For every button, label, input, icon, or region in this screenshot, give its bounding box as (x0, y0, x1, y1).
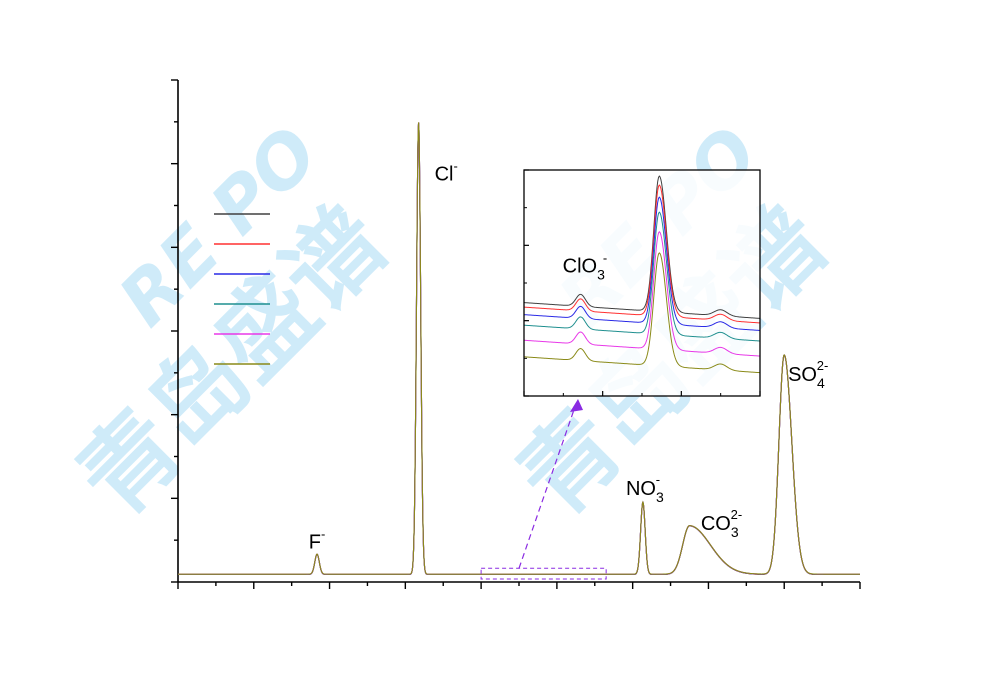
peak-label-formula: SO (788, 364, 817, 386)
peak-label-formula: Cl (435, 163, 454, 185)
peak-label-so: SO4 2- (788, 358, 828, 391)
inset-series-line-1 (523, 175, 761, 319)
peak-label-charge: 2- (817, 358, 829, 373)
zoom-arrow-head (570, 399, 583, 412)
inset-peak-label-formula: ClO (563, 255, 597, 277)
inset-peak-label-subscript: 3 (597, 266, 605, 282)
legend (214, 213, 270, 365)
peak-label-no: NO3 - (626, 472, 664, 505)
inset-peak-label-charge: - (603, 250, 607, 265)
peak-label-formula: NO (626, 478, 656, 500)
peak-label-charge: - (453, 158, 457, 173)
peak-label-charge: - (656, 472, 660, 487)
inset-chart: ClO3- (523, 169, 761, 397)
inset-peak-label-clo3: ClO3- (563, 250, 608, 282)
inset-series-line-6 (523, 252, 761, 374)
peak-label-charge: - (321, 527, 325, 542)
main-plot-area (178, 122, 860, 576)
inset-background (524, 170, 760, 396)
peak-label-subscript: 3 (731, 524, 739, 540)
main-axes (171, 79, 861, 589)
zoom-arrow-line (518, 403, 577, 569)
series-line-6 (178, 122, 860, 575)
peak-labels: F-Cl-NO3-CO32-SO42- (309, 158, 829, 553)
peak-label-charge: 2- (731, 507, 743, 522)
peak-label-formula: CO (701, 513, 731, 535)
peak-label-formula: F (309, 532, 321, 554)
peak-label-cl: Cl- (435, 158, 458, 185)
inset-series-line-4 (523, 211, 761, 342)
zoom-indicator (480, 399, 607, 580)
peak-label-subscript: 3 (656, 489, 664, 505)
inset-series-line-2 (523, 184, 761, 324)
zoom-region-box (480, 567, 607, 580)
inset-series-line-5 (523, 231, 761, 357)
peak-label-f: F- (309, 527, 326, 554)
peak-label-co: CO3 2- (701, 507, 742, 540)
peak-label-subscript: 4 (817, 375, 825, 391)
inset-series-line-3 (523, 196, 761, 331)
